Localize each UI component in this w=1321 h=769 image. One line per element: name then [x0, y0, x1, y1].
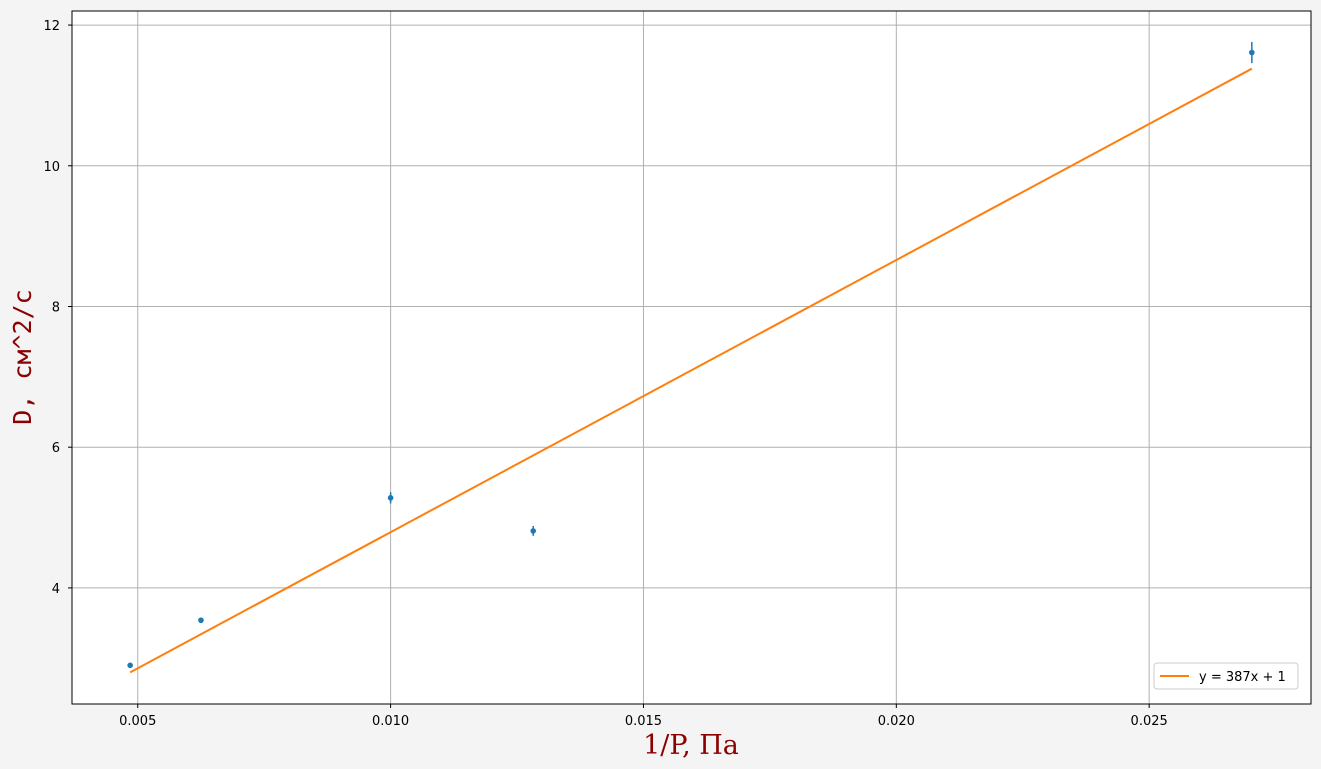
data-marker [198, 617, 204, 624]
fit-line [129, 67, 1253, 674]
x-tick-label: 0.015 [625, 714, 662, 729]
fit-line-layer [129, 67, 1253, 674]
data-marker [387, 495, 394, 501]
plot-area [72, 11, 1311, 704]
y-tick-label: 6 [52, 441, 60, 456]
x-tick-label: 0.005 [119, 714, 156, 729]
data-points-layer [127, 41, 1255, 669]
data-marker [127, 662, 133, 669]
y-tick-label: 10 [43, 160, 60, 175]
legend-box [1153, 662, 1299, 690]
data-point [1249, 41, 1255, 64]
y-tick-label: 12 [43, 19, 60, 34]
y-axis-label: D, см^2/с [8, 289, 37, 424]
legend-label-fit-line: y = 387x + 1 [1199, 670, 1286, 685]
x-tick-label: 0.010 [372, 714, 409, 729]
data-point [530, 526, 537, 536]
data-marker [530, 528, 537, 534]
grid [72, 11, 1311, 704]
data-point [127, 662, 133, 669]
y-tick-label: 4 [52, 582, 60, 597]
axis-ticks: 0.005 0.010 0.015 0.020 0.025 4 6 8 10 12 [43, 19, 1167, 729]
y-tick-label: 8 [52, 300, 60, 315]
data-point [198, 617, 204, 624]
data-marker [1249, 49, 1255, 56]
plot-frame [71, 10, 1312, 705]
x-axis-label: 1/P, Па [643, 730, 739, 761]
data-point [387, 492, 394, 504]
legend: y = 387x + 1 [1153, 662, 1299, 690]
x-tick-label: 0.020 [878, 714, 915, 729]
x-tick-label: 0.025 [1131, 714, 1168, 729]
